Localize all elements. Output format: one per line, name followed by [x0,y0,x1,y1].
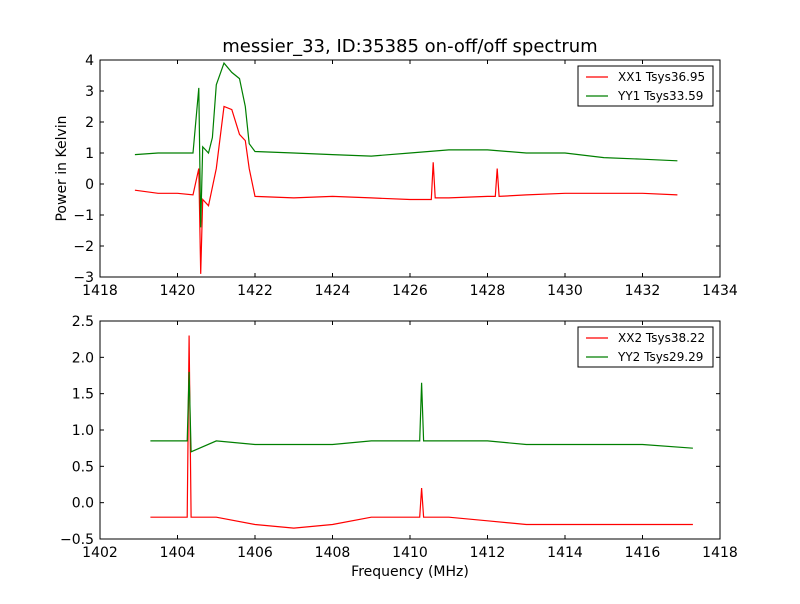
y-tick-label: 4 [85,53,94,69]
x-tick-label: 1406 [237,545,273,561]
legend-label: YY1 Tsys33.59 [617,89,703,103]
y-tick-label: 0 [85,177,94,193]
x-tick-label: 1410 [392,545,428,561]
x-tick-label: 1428 [470,283,506,299]
x-tick-label: 1422 [237,283,273,299]
top-axes: 1418 1420 1422 1424 1426 1428 1430 1432 1434−3−2… [54,36,738,299]
y-tick-label: 2.5 [72,314,94,330]
legend-label: YY2 Tsys29.29 [617,350,703,364]
x-axis-label: Frequency (MHz) [351,564,469,580]
y-tick-label: −1 [73,208,94,224]
legend-2: XX2 Tsys38.22 YY2 Tsys29.29 [577,326,714,368]
x-tick-label: 1416 [625,545,661,561]
y-tick-label: 0.0 [72,496,94,512]
legend-box [577,65,714,107]
series-line-2-2 [150,371,693,453]
legend-1: XX1 Tsys36.95 YY1 Tsys33.59 [577,65,714,107]
y-tick-label: −0.5 [60,532,94,548]
x-tick-label: 1434 [702,283,738,299]
x-tick-label: 1418 [702,545,738,561]
y-tick-label: 1 [85,146,94,162]
x-tick-label: 1430 [547,283,583,299]
bottom-axes: 1402 1404 1406 1408 1410 1412 1414 1416 1418 −0.5… [60,314,738,580]
y-axis-label: Power in Kelvin [54,115,70,221]
x-tick-label: 1418 [82,283,118,299]
x-tick-label: 1402 [82,545,118,561]
y-tick-label: 1.5 [72,387,94,403]
y-tick-label: 1.0 [72,423,94,439]
x-tick-label: 1426 [392,283,428,299]
y-tick-label: 3 [85,84,94,100]
legend-label: XX2 Tsys38.22 [618,331,705,345]
series-line-1-1 [134,105,678,274]
y-tick-label: −2 [73,239,94,255]
x-tick-label: 1412 [470,545,506,561]
x-tick-label: 1420 [160,283,196,299]
x-tick-label: 1432 [625,283,661,299]
x-tick-label: 1414 [547,545,583,561]
x-tick-label: 1404 [160,545,196,561]
y-tick-label: 0.5 [72,459,94,475]
y-tick-label: 2.0 [72,350,94,366]
y-tick-label: 2 [85,115,94,131]
chart-title: messier_33, ID:35385 on-off/off spectrum [222,36,597,57]
x-tick-label: 1424 [315,283,351,299]
legend-label: XX1 Tsys36.95 [618,70,705,84]
y-tick-label: −3 [73,270,94,286]
x-tick-label: 1408 [315,545,351,561]
legend-box [577,326,714,368]
series-line-1-2 [134,61,678,228]
